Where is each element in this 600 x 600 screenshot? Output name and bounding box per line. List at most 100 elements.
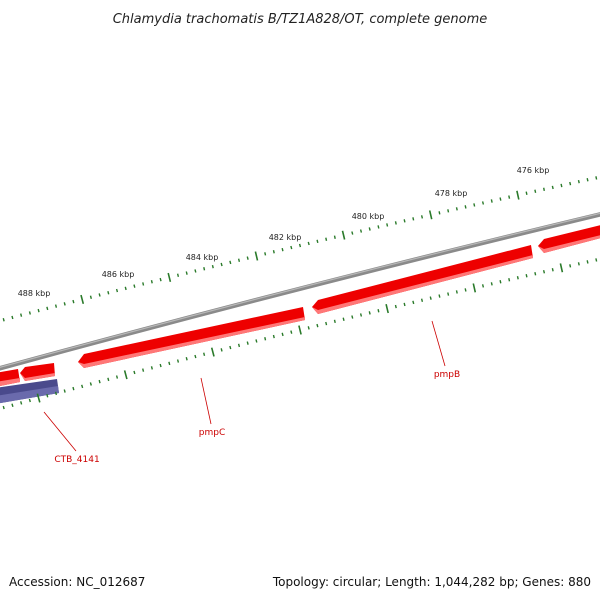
ruler-minor-tick	[2, 405, 5, 410]
ruler-major-tick	[210, 347, 215, 357]
ruler-label-480: 480 kbp	[352, 212, 385, 221]
ruler-major-tick	[472, 283, 477, 293]
ruler-minor-tick	[499, 197, 502, 201]
ruler-label-478: 478 kbp	[435, 189, 468, 198]
ruler-minor-tick	[438, 294, 441, 298]
gene-labels: pmpB pmpC CTB_4141	[54, 370, 460, 465]
ruler-minor-tick	[394, 221, 397, 225]
gene-arrow-pmpC[interactable]	[78, 307, 305, 368]
ruler-minor-tick	[281, 332, 284, 337]
ruler-minor-tick	[333, 319, 336, 324]
ruler-minor-tick	[534, 189, 537, 193]
ruler-minor-tick	[412, 217, 415, 221]
ruler-minor-tick	[368, 311, 371, 315]
ruler-minor-tick	[586, 178, 589, 182]
ruler-minor-tick	[63, 389, 66, 393]
gene-arrow-highlight	[312, 255, 533, 314]
ruler-minor-tick	[237, 258, 241, 262]
ruler-label-488: 488 kbp	[18, 289, 51, 298]
ruler-minor-tick	[142, 368, 145, 372]
ruler-minor-tick	[28, 311, 31, 315]
ruler-label-484: 484 kbp	[186, 253, 219, 262]
ruler-minor-tick	[307, 326, 310, 330]
ruler-major-tick	[123, 370, 128, 380]
ruler-major-tick	[516, 190, 520, 200]
inner-position-ruler	[2, 258, 598, 410]
ruler-minor-tick	[176, 359, 180, 363]
ruler-minor-tick	[255, 339, 258, 343]
ruler-minor-tick	[412, 300, 415, 305]
gene-label-pmpC[interactable]: pmpC	[199, 428, 225, 438]
ruler-minor-tick	[577, 179, 580, 184]
gene-arrow-pmpB[interactable]	[312, 245, 533, 314]
ruler-minor-tick	[281, 247, 284, 252]
ruler-minor-tick	[525, 274, 528, 278]
ruler-minor-tick	[586, 260, 589, 264]
ruler-major-tick	[167, 272, 172, 282]
ruler-minor-tick	[560, 183, 563, 188]
ruler-minor-tick	[455, 290, 458, 294]
ruler-minor-tick	[159, 277, 162, 282]
gene-arrow[interactable]	[538, 224, 600, 253]
ruler-minor-tick	[54, 304, 58, 308]
ruler-minor-tick	[98, 293, 101, 297]
ruler-minor-tick	[28, 398, 31, 403]
ruler-minor-tick	[272, 250, 275, 254]
genome-summary-text: Topology: circular; Length: 1,044,282 bp…	[272, 575, 591, 589]
ruler-label-476: 476 kbp	[517, 166, 550, 175]
ruler-minor-tick	[150, 280, 153, 284]
ruler-minor-tick	[133, 370, 136, 375]
ruler-minor-tick	[438, 211, 441, 215]
genome-backbone	[0, 212, 600, 371]
ruler-minor-tick	[124, 286, 127, 291]
ruler-minor-tick	[516, 276, 519, 280]
ruler-minor-tick	[72, 386, 75, 391]
ruler-minor-tick	[359, 229, 363, 233]
ruler-minor-tick	[159, 363, 162, 368]
ruler-minor-tick	[420, 215, 424, 219]
ruler-minor-tick	[229, 260, 232, 265]
gene-arrow-highlight	[538, 235, 600, 253]
ruler-minor-tick	[551, 185, 554, 190]
ruler-minor-tick	[290, 245, 293, 250]
ruler-minor-tick	[246, 256, 249, 260]
forward-strand-genes	[0, 224, 600, 386]
ruler-minor-tick	[351, 315, 354, 319]
ruler-minor-tick	[447, 292, 450, 296]
ruler-minor-tick	[72, 299, 75, 304]
ruler-minor-tick	[325, 237, 328, 241]
ruler-label-486: 486 kbp	[102, 270, 135, 279]
outer-position-ruler	[2, 176, 598, 322]
ruler-minor-tick	[490, 199, 493, 203]
ruler-minor-tick	[473, 203, 476, 207]
ruler-minor-tick	[481, 201, 485, 205]
ruler-major-tick	[298, 325, 302, 335]
gene-label-pmpB[interactable]: pmpB	[434, 370, 460, 380]
ruler-minor-tick	[89, 382, 92, 386]
ruler-minor-tick	[185, 357, 188, 361]
ruler-minor-tick	[298, 243, 302, 248]
ruler-minor-tick	[211, 264, 214, 269]
ruler-major-tick	[80, 294, 85, 305]
ruler-minor-tick	[98, 379, 101, 384]
ruler-minor-tick	[107, 377, 110, 382]
ruler-minor-tick	[264, 252, 267, 256]
gene-label-CTB_4141[interactable]: CTB_4141	[54, 455, 99, 465]
ruler-minor-tick	[359, 313, 363, 317]
ruler-minor-tick	[316, 239, 319, 244]
gene-arrow-highlight	[20, 373, 55, 381]
ruler-minor-tick	[46, 394, 49, 398]
ruler-minor-tick	[577, 262, 580, 266]
ruler-minor-tick	[11, 315, 14, 320]
ruler-minor-tick	[403, 302, 406, 307]
gene-arrow-highlight	[0, 378, 20, 386]
ruler-label-482: 482 kbp	[269, 233, 302, 242]
ruler-minor-tick	[481, 284, 485, 288]
ruler-minor-tick	[290, 330, 293, 334]
ruler-minor-tick	[237, 343, 241, 348]
ruler-major-tick	[36, 393, 41, 403]
ruler-minor-tick	[368, 227, 371, 231]
ruler-minor-tick	[307, 241, 310, 246]
ruler-minor-tick	[264, 337, 267, 341]
